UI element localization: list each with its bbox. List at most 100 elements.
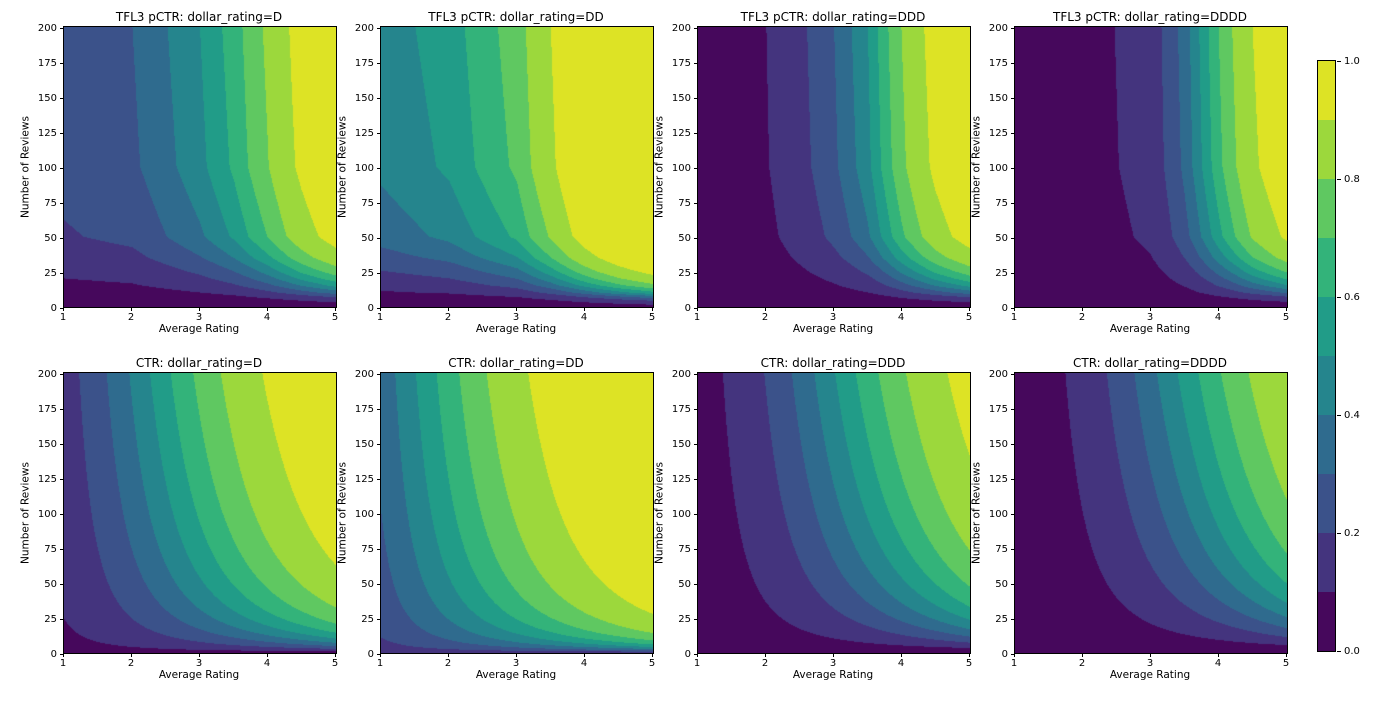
- x-tick-mark: [447, 307, 449, 311]
- colorbar-tick-labels: 0.0 0.2 0.4 0.6 0.8 1.0: [1337, 56, 1377, 657]
- y-tick-label: 75: [678, 198, 691, 209]
- y-tick-mark: [377, 513, 381, 515]
- subplot-title: CTR: dollar_rating=D: [135, 356, 263, 370]
- y-tick-label: 25: [678, 614, 691, 625]
- contour-canvas: [63, 372, 337, 654]
- colorbar-tick-label: 0.0: [1344, 646, 1360, 657]
- x-tick-mark: [130, 653, 132, 657]
- y-tick-mark: [694, 513, 698, 515]
- y-tick-labels: 0 25 50 75 100 125 150 175 200: [350, 23, 381, 314]
- y-tick-labels: 0 25 50 75 100 125 150 175 200: [984, 23, 1015, 314]
- y-tick-mark: [60, 443, 64, 445]
- y-axis-label: Number of Reviews: [653, 116, 666, 218]
- y-tick-label: 150: [671, 439, 691, 450]
- y-tick-label: 0: [684, 303, 691, 314]
- x-tick-label: 4: [897, 312, 905, 323]
- subplot-grid: TFL3 pCTR: dollar_rating=D Number of Revi…: [18, 8, 1290, 684]
- x-tick-mark: [832, 653, 834, 657]
- y-tick-mark: [60, 167, 64, 169]
- x-tick-mark: [900, 307, 902, 311]
- contour-canvas: [697, 372, 971, 654]
- y-tick-label: 50: [995, 579, 1008, 590]
- contour-plot-area: [697, 26, 971, 308]
- y-tick-mark: [60, 272, 64, 274]
- y-tick-mark: [60, 97, 64, 99]
- x-tick-mark: [198, 307, 200, 311]
- y-tick-label: 0: [367, 649, 374, 660]
- colorbar-band-8: [1318, 120, 1335, 179]
- x-tick-mark: [968, 307, 970, 311]
- y-tick-mark: [60, 307, 64, 309]
- y-tick-label: 75: [995, 198, 1008, 209]
- colorbar-tick-mark: [1337, 296, 1341, 298]
- x-tick-mark: [62, 307, 64, 311]
- x-tick-mark: [583, 653, 585, 657]
- y-tick-label: 175: [671, 404, 691, 415]
- x-tick-mark: [900, 653, 902, 657]
- x-tick-mark: [198, 653, 200, 657]
- y-tick-mark: [694, 132, 698, 134]
- y-tick-label: 125: [988, 474, 1008, 485]
- y-tick-label: 150: [354, 439, 374, 450]
- x-tick-label: 2: [761, 312, 769, 323]
- x-tick-mark: [1217, 307, 1219, 311]
- subplot-title: TFL3 pCTR: dollar_rating=DD: [428, 10, 604, 24]
- x-tick-label: 2: [127, 312, 135, 323]
- y-tick-mark: [694, 443, 698, 445]
- y-tick-mark: [694, 618, 698, 620]
- y-tick-label: 150: [37, 439, 57, 450]
- y-axis-label: Number of Reviews: [336, 116, 349, 218]
- y-tick-label: 125: [671, 128, 691, 139]
- colorbar-tick-mark: [1337, 178, 1341, 180]
- y-tick-mark: [1011, 653, 1015, 655]
- y-tick-label: 0: [50, 649, 57, 660]
- x-tick-mark: [1149, 307, 1151, 311]
- y-tick-label: 50: [678, 579, 691, 590]
- x-tick-label: 2: [1078, 658, 1086, 669]
- contour-plot-area: [380, 26, 654, 308]
- y-tick-label: 0: [367, 303, 374, 314]
- y-tick-mark: [377, 653, 381, 655]
- y-tick-label: 25: [361, 268, 374, 279]
- x-tick-label: 1: [1010, 312, 1018, 323]
- x-axis-label: Average Rating: [1109, 323, 1191, 335]
- x-axis-label: Average Rating: [792, 669, 874, 681]
- y-tick-label: 175: [354, 404, 374, 415]
- x-tick-label: 1: [376, 312, 384, 323]
- y-tick-label: 50: [361, 233, 374, 244]
- colorbar-tick-label: 0.6: [1344, 292, 1360, 303]
- x-tick-label: 3: [1146, 312, 1154, 323]
- y-tick-mark: [694, 307, 698, 309]
- y-tick-mark: [377, 408, 381, 410]
- x-tick-label: 4: [263, 312, 271, 323]
- x-tick-mark: [764, 653, 766, 657]
- x-tick-mark: [1217, 653, 1219, 657]
- y-tick-label: 50: [361, 579, 374, 590]
- colorbar-band-6: [1318, 238, 1335, 297]
- y-tick-label: 125: [988, 128, 1008, 139]
- y-axis-label: Number of Reviews: [336, 462, 349, 564]
- subplot-0-1: TFL3 pCTR: dollar_rating=DD Number of Rev…: [335, 8, 656, 338]
- y-tick-label: 200: [671, 369, 691, 380]
- y-tick-mark: [1011, 548, 1015, 550]
- y-tick-label: 175: [354, 58, 374, 69]
- y-tick-mark: [377, 373, 381, 375]
- y-tick-label: 150: [988, 93, 1008, 104]
- x-tick-labels: 1 2 3 4 5: [694, 653, 972, 669]
- y-axis-label: Number of Reviews: [970, 462, 983, 564]
- y-tick-label: 25: [44, 268, 57, 279]
- y-tick-mark: [377, 167, 381, 169]
- x-tick-mark: [1081, 307, 1083, 311]
- colorbar-band-0: [1318, 592, 1335, 651]
- x-axis-label: Average Rating: [475, 323, 557, 335]
- y-tick-label: 0: [1001, 649, 1008, 660]
- y-tick-mark: [60, 478, 64, 480]
- y-tick-label: 50: [44, 579, 57, 590]
- x-tick-label: 4: [897, 658, 905, 669]
- colorbar-tick-label: 0.2: [1344, 528, 1360, 539]
- x-tick-mark: [334, 307, 336, 311]
- y-tick-label: 75: [361, 198, 374, 209]
- colorbar-band-5: [1318, 297, 1335, 356]
- subplot-title: TFL3 pCTR: dollar_rating=DDDD: [1053, 10, 1247, 24]
- subplot-title: TFL3 pCTR: dollar_rating=D: [115, 10, 283, 24]
